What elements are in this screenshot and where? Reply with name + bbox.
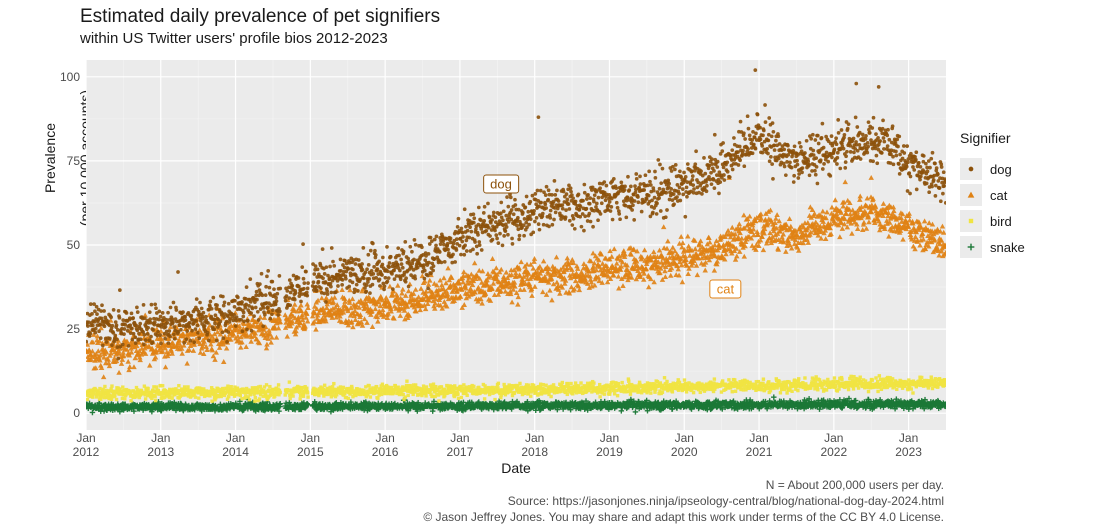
- x-tick-label: Jan 2012: [73, 432, 100, 460]
- caption-line-3: © Jason Jeffrey Jones. You may share and…: [0, 510, 944, 526]
- chart-subtitle: within US Twitter users' profile bios 20…: [80, 30, 388, 47]
- caption-line-1: N = About 200,000 users per day.: [0, 478, 944, 494]
- legend-label: snake: [990, 240, 1025, 255]
- y-tick-label: 75: [30, 154, 80, 168]
- x-tick-label: Jan 2017: [447, 432, 474, 460]
- legend-label: dog: [990, 162, 1012, 177]
- x-tick-label: Jan 2021: [746, 432, 773, 460]
- x-axis-label: Date: [86, 460, 946, 476]
- caption-line-2: Source: https://jasonjones.ninja/ipseolo…: [0, 494, 944, 510]
- legend-label: bird: [990, 214, 1012, 229]
- y-tick-label: 0: [30, 406, 80, 420]
- legend-item-dog: dog: [960, 156, 1025, 182]
- y-tick-label: 25: [30, 322, 80, 336]
- legend: Signifier dog cat bird snake: [960, 130, 1025, 260]
- x-tick-label: Jan 2023: [895, 432, 922, 460]
- legend-key-cat: [960, 184, 982, 206]
- x-tick-label: Jan 2015: [297, 432, 324, 460]
- legend-label: cat: [990, 188, 1007, 203]
- legend-key-snake: [960, 236, 982, 258]
- x-tick-label: Jan 2019: [596, 432, 623, 460]
- legend-title: Signifier: [960, 130, 1025, 146]
- x-tick-label: Jan 2013: [147, 432, 174, 460]
- y-tick-label: 50: [30, 238, 80, 252]
- chart-title: Estimated daily prevalence of pet signif…: [80, 6, 440, 28]
- legend-item-snake: snake: [960, 234, 1025, 260]
- series-label-cat: cat: [710, 279, 741, 298]
- series-label-dog: dog: [483, 175, 519, 194]
- series-bird: [86, 374, 946, 403]
- x-tick-label: Jan 2014: [222, 432, 249, 460]
- legend-item-cat: cat: [960, 182, 1025, 208]
- chart-svg: [86, 60, 946, 430]
- x-tick-label: Jan 2018: [521, 432, 548, 460]
- plot-area: [86, 60, 946, 430]
- legend-item-bird: bird: [960, 208, 1025, 234]
- series-dog: [86, 68, 946, 360]
- legend-key-bird: [960, 210, 982, 232]
- x-tick-label: Jan 2022: [820, 432, 847, 460]
- x-tick-label: Jan 2016: [372, 432, 399, 460]
- y-tick-label: 100: [30, 70, 80, 84]
- figure: Estimated daily prevalence of pet signif…: [0, 0, 1094, 528]
- x-tick-label: Jan 2020: [671, 432, 698, 460]
- legend-key-dog: [960, 158, 982, 180]
